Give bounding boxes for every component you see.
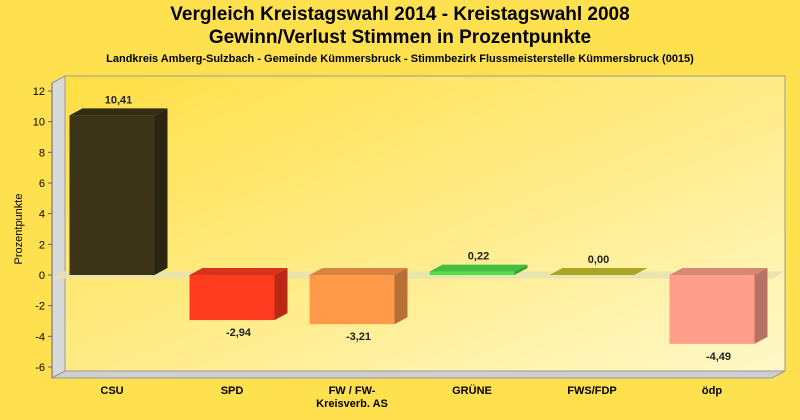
category-label: CSU (100, 385, 123, 397)
bar-top (549, 268, 648, 275)
bar-side (274, 268, 288, 321)
data-label: -4,49 (706, 351, 731, 363)
category-label: ödp (702, 385, 722, 397)
y-axis-title: Prozentpunkte (13, 194, 25, 265)
y-tick-label: -4 (35, 331, 45, 343)
category-label: SPD (221, 385, 244, 397)
plot-floor (51, 370, 786, 379)
chart-caption: Landkreis Amberg-Sulzbach - Gemeinde Küm… (106, 53, 694, 65)
bar-side (394, 268, 408, 325)
bar (309, 275, 395, 325)
y-tick-label: 8 (39, 147, 45, 159)
data-label: -2,94 (226, 327, 252, 339)
data-label: 0,22 (468, 251, 489, 263)
y-tick-label: 4 (39, 209, 45, 221)
y-tick-label: 0 (39, 270, 45, 282)
bar-top (69, 108, 168, 116)
bar-top (429, 264, 528, 272)
data-label: -3,21 (346, 331, 371, 343)
chart-subtitle: Gewinn/Verlust Stimmen in Prozentpunkte (208, 27, 592, 48)
plot-left-wall (51, 75, 66, 379)
y-tick-label: 2 (39, 239, 45, 251)
y-tick-label: 12 (33, 86, 45, 98)
data-label: 10,41 (105, 94, 133, 106)
bar (189, 275, 275, 321)
y-tick-label: 6 (39, 178, 45, 190)
y-tick-label: -2 (35, 301, 45, 313)
y-tick-label: -6 (35, 362, 45, 374)
bar-top (189, 268, 288, 275)
category-label: FWS/FDP (567, 385, 617, 397)
bar (69, 115, 155, 275)
chart-title: Vergleich Kreistagswahl 2014 - Kreistags… (170, 4, 630, 25)
category-label: GRÜNE (452, 384, 492, 397)
bar (669, 275, 755, 344)
bar-top (309, 268, 408, 275)
bar-top (669, 268, 768, 275)
bar-side (754, 268, 768, 344)
bar (429, 271, 515, 275)
y-tick-label: 10 (33, 117, 45, 129)
bar-side (154, 108, 168, 275)
category-label: FW / FW-Kreisverb. AS (316, 385, 388, 410)
data-label: 0,00 (588, 254, 609, 266)
bar-side (514, 264, 528, 275)
